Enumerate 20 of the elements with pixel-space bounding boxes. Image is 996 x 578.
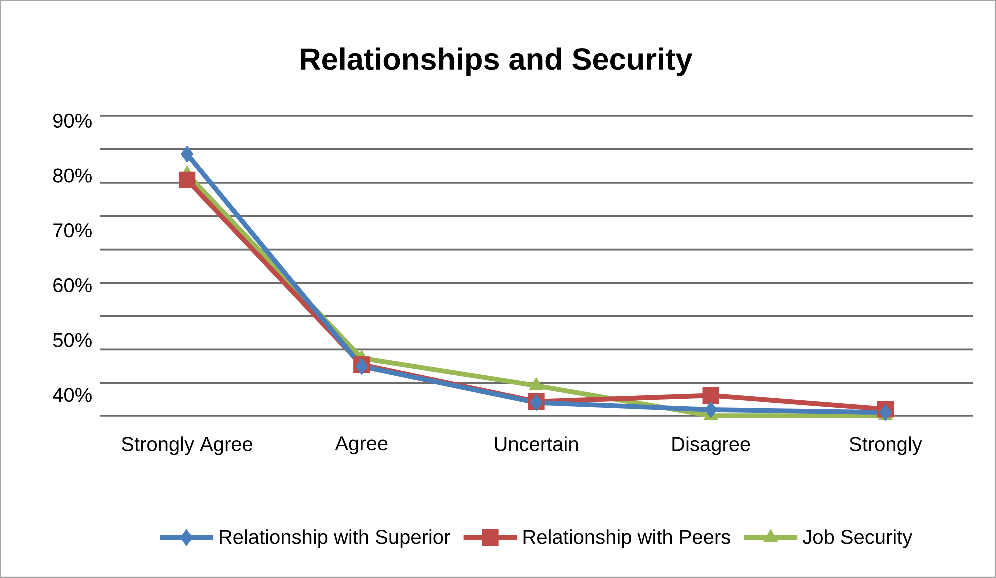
legend-label: Job Security (802, 530, 913, 548)
y-tick-label: 60% (54, 278, 92, 293)
x-tick-label: Strongly Agree (122, 436, 253, 456)
y-tick-label: 80% (53, 168, 92, 183)
y-tick-label: 50% (53, 333, 92, 348)
legend-label: Relationship with Peers (524, 530, 730, 548)
x-tick-label: Agree (335, 436, 388, 455)
x-tick-label: Strongly (850, 436, 922, 456)
x-tick-label: Disagree (672, 436, 750, 456)
point (180, 146, 194, 163)
y-tick-label: 90% (54, 114, 92, 128)
point (879, 404, 892, 422)
y-tick-label: 70% (54, 224, 92, 238)
x-tick-label: Uncertain (495, 436, 578, 452)
point (178, 172, 196, 188)
point (704, 402, 718, 418)
point (702, 387, 720, 404)
legend-label: Relationship with Superior (220, 530, 450, 548)
chart-title: Relationships and Security (301, 48, 693, 76)
y-tick-label: 40% (53, 388, 92, 402)
